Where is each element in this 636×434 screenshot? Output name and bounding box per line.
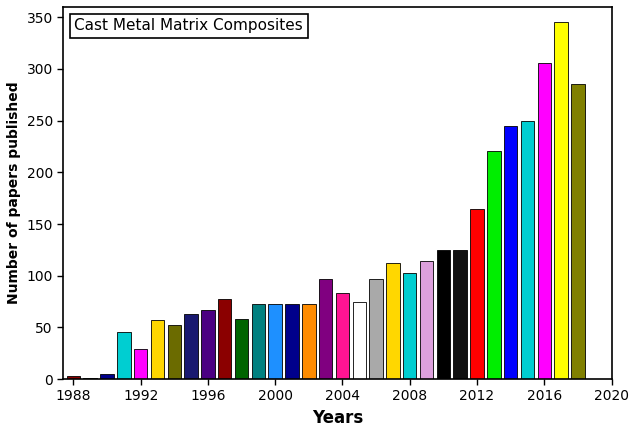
Bar [235,319,248,379]
Bar [100,374,114,379]
Bar [319,279,333,379]
Bar [268,304,282,379]
Bar [218,299,232,379]
Bar [336,293,349,379]
Bar [487,151,501,379]
Bar [184,314,198,379]
Bar [370,279,383,379]
Bar [117,332,130,379]
Bar [555,23,568,379]
Bar [167,326,181,379]
Bar [504,126,517,379]
Bar [286,304,299,379]
Bar [134,349,148,379]
Bar [302,304,315,379]
Y-axis label: Number of papers published: Number of papers published [7,82,21,304]
Bar [537,63,551,379]
Bar [67,376,80,379]
Bar [403,273,417,379]
Bar [521,121,534,379]
Bar [83,378,97,379]
Bar [420,261,433,379]
Bar [386,263,399,379]
Bar [201,310,215,379]
Bar [453,250,467,379]
Bar [571,85,584,379]
Bar [352,302,366,379]
Bar [470,208,484,379]
X-axis label: Years: Years [312,409,363,427]
Text: Cast Metal Matrix Composites: Cast Metal Matrix Composites [74,18,303,33]
Bar [437,250,450,379]
Bar [151,320,164,379]
Bar [252,304,265,379]
